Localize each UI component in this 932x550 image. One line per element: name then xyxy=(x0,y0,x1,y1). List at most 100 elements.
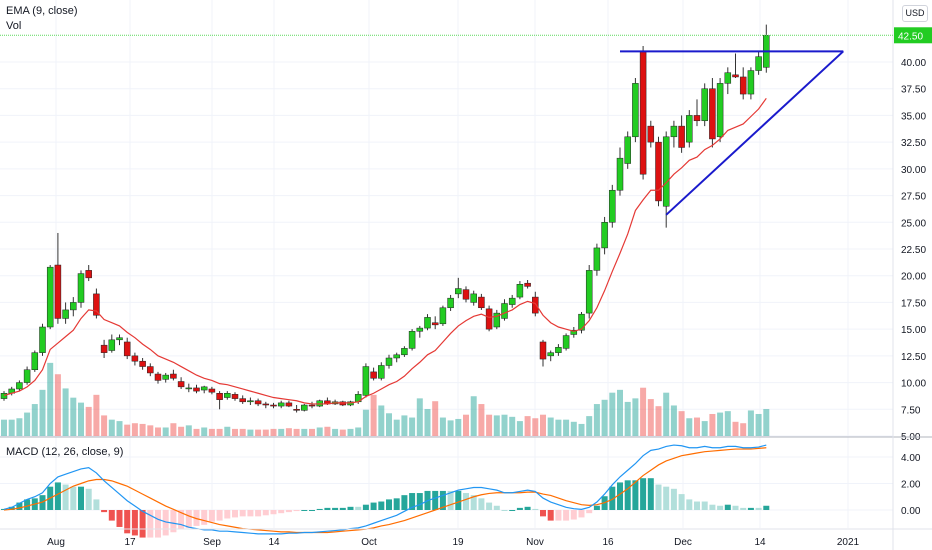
candle-body xyxy=(301,404,308,411)
macd-histogram-bar xyxy=(54,482,61,510)
macd-histogram-bar xyxy=(586,510,593,514)
volume-bar xyxy=(670,405,677,436)
time-tick-label: 19 xyxy=(452,537,464,548)
volume-bar xyxy=(278,428,285,436)
volume-bar xyxy=(301,428,308,436)
macd-histogram-bar xyxy=(617,482,623,510)
ema-line xyxy=(3,97,767,405)
volume-bar xyxy=(563,419,570,436)
volume-bar xyxy=(139,423,146,436)
macd-histogram-bar xyxy=(755,507,762,510)
macd-histogram-bar xyxy=(224,510,231,519)
candle-body xyxy=(709,88,716,140)
macd-histogram-bar xyxy=(301,510,308,511)
candle-body xyxy=(239,398,246,403)
price-tick-label: 20.00 xyxy=(901,272,926,283)
volume-bar xyxy=(509,416,516,436)
volume-bars xyxy=(1,362,770,436)
macd-histogram-bar xyxy=(78,486,84,510)
candle-body xyxy=(609,189,616,223)
macd-histogram-bar xyxy=(262,510,269,516)
candle-body xyxy=(516,284,524,298)
volume-bar xyxy=(555,419,562,436)
macd-histogram-bar xyxy=(578,510,585,518)
volume-bar xyxy=(309,428,315,436)
volume-legend[interactable]: Vol xyxy=(6,20,22,32)
macd-histogram-bar xyxy=(686,499,693,510)
volume-bar xyxy=(740,423,747,436)
macd-histogram-bar xyxy=(678,494,685,510)
volume-bar xyxy=(470,396,477,436)
volume-bar xyxy=(424,409,431,436)
candle-body xyxy=(439,307,447,325)
volume-bar xyxy=(147,425,154,436)
macd-histogram-bar xyxy=(439,490,446,510)
volume-bar xyxy=(378,405,385,436)
macd-histogram-bar xyxy=(255,510,262,517)
candle-body xyxy=(639,51,647,175)
macd-histogram-bar xyxy=(101,510,108,513)
volume-bar xyxy=(386,413,392,436)
volume-bar xyxy=(409,417,416,436)
time-tick-label: Sep xyxy=(203,537,221,548)
volume-bar xyxy=(116,421,123,436)
candle-body xyxy=(401,348,408,356)
volume-bar xyxy=(463,414,469,436)
macd-histogram-bar xyxy=(124,510,131,534)
candle-body xyxy=(185,387,193,390)
volume-bar xyxy=(8,419,15,436)
volume-bar xyxy=(31,404,38,436)
macd-histogram-bar xyxy=(463,493,469,510)
macd-legend[interactable]: MACD (12, 26, close, 9) xyxy=(6,446,124,458)
candle-body xyxy=(70,302,77,311)
macd-tick-label: 4.00 xyxy=(901,453,921,464)
last-price-label: 42.50 xyxy=(898,31,923,42)
candle-body xyxy=(424,317,431,329)
macd-histogram-bar xyxy=(278,510,285,514)
macd-histogram-bar xyxy=(516,507,523,510)
candle-body xyxy=(147,366,154,374)
currency-button[interactable]: USD xyxy=(902,5,928,22)
volume-bar xyxy=(85,406,92,436)
macd-histogram-bar xyxy=(763,505,770,510)
volume-bar xyxy=(570,421,577,436)
ema-legend[interactable]: EMA (9, close) xyxy=(6,5,78,17)
candle-body xyxy=(585,270,593,314)
price-tick-label: 27.50 xyxy=(901,192,926,203)
candle-body xyxy=(532,296,539,314)
volume-bar xyxy=(686,418,693,436)
candle-body xyxy=(632,83,639,138)
volume-bar xyxy=(131,423,138,436)
candle-body xyxy=(131,355,139,362)
last-price-badge xyxy=(894,27,932,44)
volume-bar xyxy=(224,426,231,436)
volume-bar xyxy=(355,427,362,436)
macd-histogram-bar xyxy=(663,486,670,510)
macd-histogram-bar xyxy=(239,510,246,517)
volume-bar xyxy=(432,401,439,436)
volume-bar xyxy=(216,428,223,436)
volume-bar xyxy=(393,419,400,436)
price-candles xyxy=(0,24,770,413)
candle-body xyxy=(0,393,8,399)
macd-histogram-bar xyxy=(393,498,400,510)
macd-histogram-bar xyxy=(478,498,485,510)
macd-histogram-bar xyxy=(155,510,161,538)
macd-histogram-bar xyxy=(70,486,77,510)
volume-bar xyxy=(578,423,585,436)
macd-histogram-bar xyxy=(640,478,647,510)
candle-body xyxy=(539,341,547,360)
candle-body xyxy=(655,141,662,202)
volume-bar xyxy=(655,406,662,436)
candle-body xyxy=(678,125,685,148)
time-tick-label: 2021 xyxy=(837,537,860,548)
volume-bar xyxy=(524,416,531,436)
candle-body xyxy=(362,366,370,396)
volume-bar xyxy=(255,429,262,436)
volume-bar xyxy=(617,389,623,436)
candle-body xyxy=(277,402,285,407)
volume-bar xyxy=(54,374,61,436)
volume-bar xyxy=(108,419,115,436)
macd-histogram-bar xyxy=(709,504,716,510)
